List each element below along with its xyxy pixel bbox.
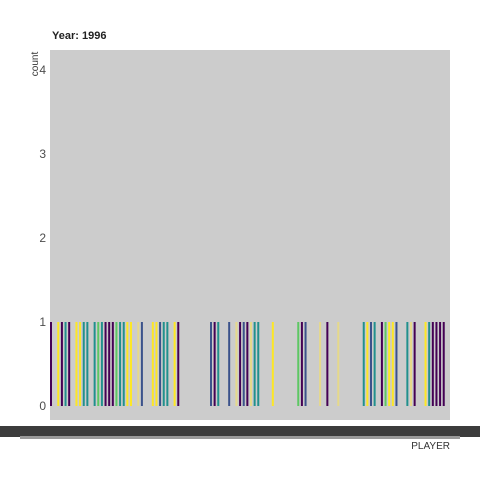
bar-44 [210, 322, 212, 406]
y-axis-ticks: 0 1 2 3 4 [39, 63, 46, 413]
bar-35 [177, 322, 180, 406]
bar-86 [362, 322, 365, 406]
bar-49 [228, 322, 231, 406]
bar-29 [155, 322, 158, 406]
bar-94 [391, 322, 394, 406]
y-tick-label-3: 3 [39, 147, 46, 161]
bar-3 [60, 322, 63, 406]
bars-group [50, 322, 445, 406]
bar-17 [111, 322, 114, 406]
bar-69 [300, 322, 303, 406]
chart-title: Year: 1996 [52, 30, 106, 42]
bar-34 [173, 322, 176, 406]
bar-53 [242, 322, 245, 406]
bar-103 [424, 322, 427, 406]
bar-107 [439, 322, 442, 406]
bar-19 [119, 322, 122, 406]
bar-95 [395, 322, 398, 406]
bar-55 [250, 322, 252, 406]
y-axis-title: count [30, 52, 41, 77]
bar-46 [217, 322, 220, 406]
bar-20 [122, 322, 125, 406]
bar-12 [93, 322, 96, 406]
bar-24 [137, 322, 140, 406]
x-tick-label-band-fade [20, 436, 460, 439]
bar-87 [366, 322, 369, 406]
bar-93 [388, 322, 391, 406]
x-axis-title: PLAYER [411, 441, 450, 452]
bar-99 [410, 322, 412, 406]
bar-18 [115, 322, 118, 406]
y-tick-label-4: 4 [39, 63, 46, 77]
bar-56 [253, 322, 256, 406]
bar-5 [68, 322, 71, 406]
bar-21 [126, 322, 129, 406]
bar-57 [257, 322, 260, 406]
bar-100 [413, 322, 416, 406]
bar-70 [304, 322, 307, 406]
bar-92 [384, 322, 387, 406]
bar-98 [406, 322, 409, 406]
bar-45 [213, 322, 216, 406]
bar-74 [319, 322, 322, 406]
bar-16 [108, 322, 111, 406]
bar-52 [239, 322, 242, 406]
bar-22 [130, 322, 132, 406]
x-tick-label-band [0, 426, 480, 437]
bar-10 [86, 322, 89, 406]
bar-14 [100, 322, 103, 406]
bar-31 [162, 322, 165, 406]
y-tick-label-1: 1 [39, 315, 46, 329]
bar-2 [57, 322, 60, 406]
bar-108 [442, 322, 445, 406]
bar-104 [428, 322, 431, 406]
bar-13 [97, 322, 100, 406]
bar-106 [435, 322, 438, 406]
bar-25 [140, 322, 143, 406]
bar-68 [297, 322, 300, 406]
y-tick-label-2: 2 [39, 231, 46, 245]
bar-0 [50, 322, 52, 406]
bar-7 [75, 322, 78, 406]
bar-8 [79, 322, 82, 406]
bar-91 [380, 322, 383, 406]
bar-15 [104, 322, 107, 406]
bar-54 [246, 322, 249, 406]
x-axis-tick-labels [0, 426, 480, 439]
bar-79 [337, 322, 340, 406]
bar-76 [326, 322, 329, 406]
bar-30 [159, 322, 162, 406]
y-tick-label-0: 0 [39, 399, 46, 413]
bar-9 [82, 322, 85, 406]
bar-105 [431, 322, 434, 406]
bar-88 [370, 322, 372, 406]
bar-28 [151, 322, 154, 406]
bar-32 [166, 322, 169, 406]
bar-61 [271, 322, 274, 406]
bar-89 [373, 322, 376, 406]
bar-51 [235, 322, 238, 406]
bar-4 [64, 322, 67, 406]
